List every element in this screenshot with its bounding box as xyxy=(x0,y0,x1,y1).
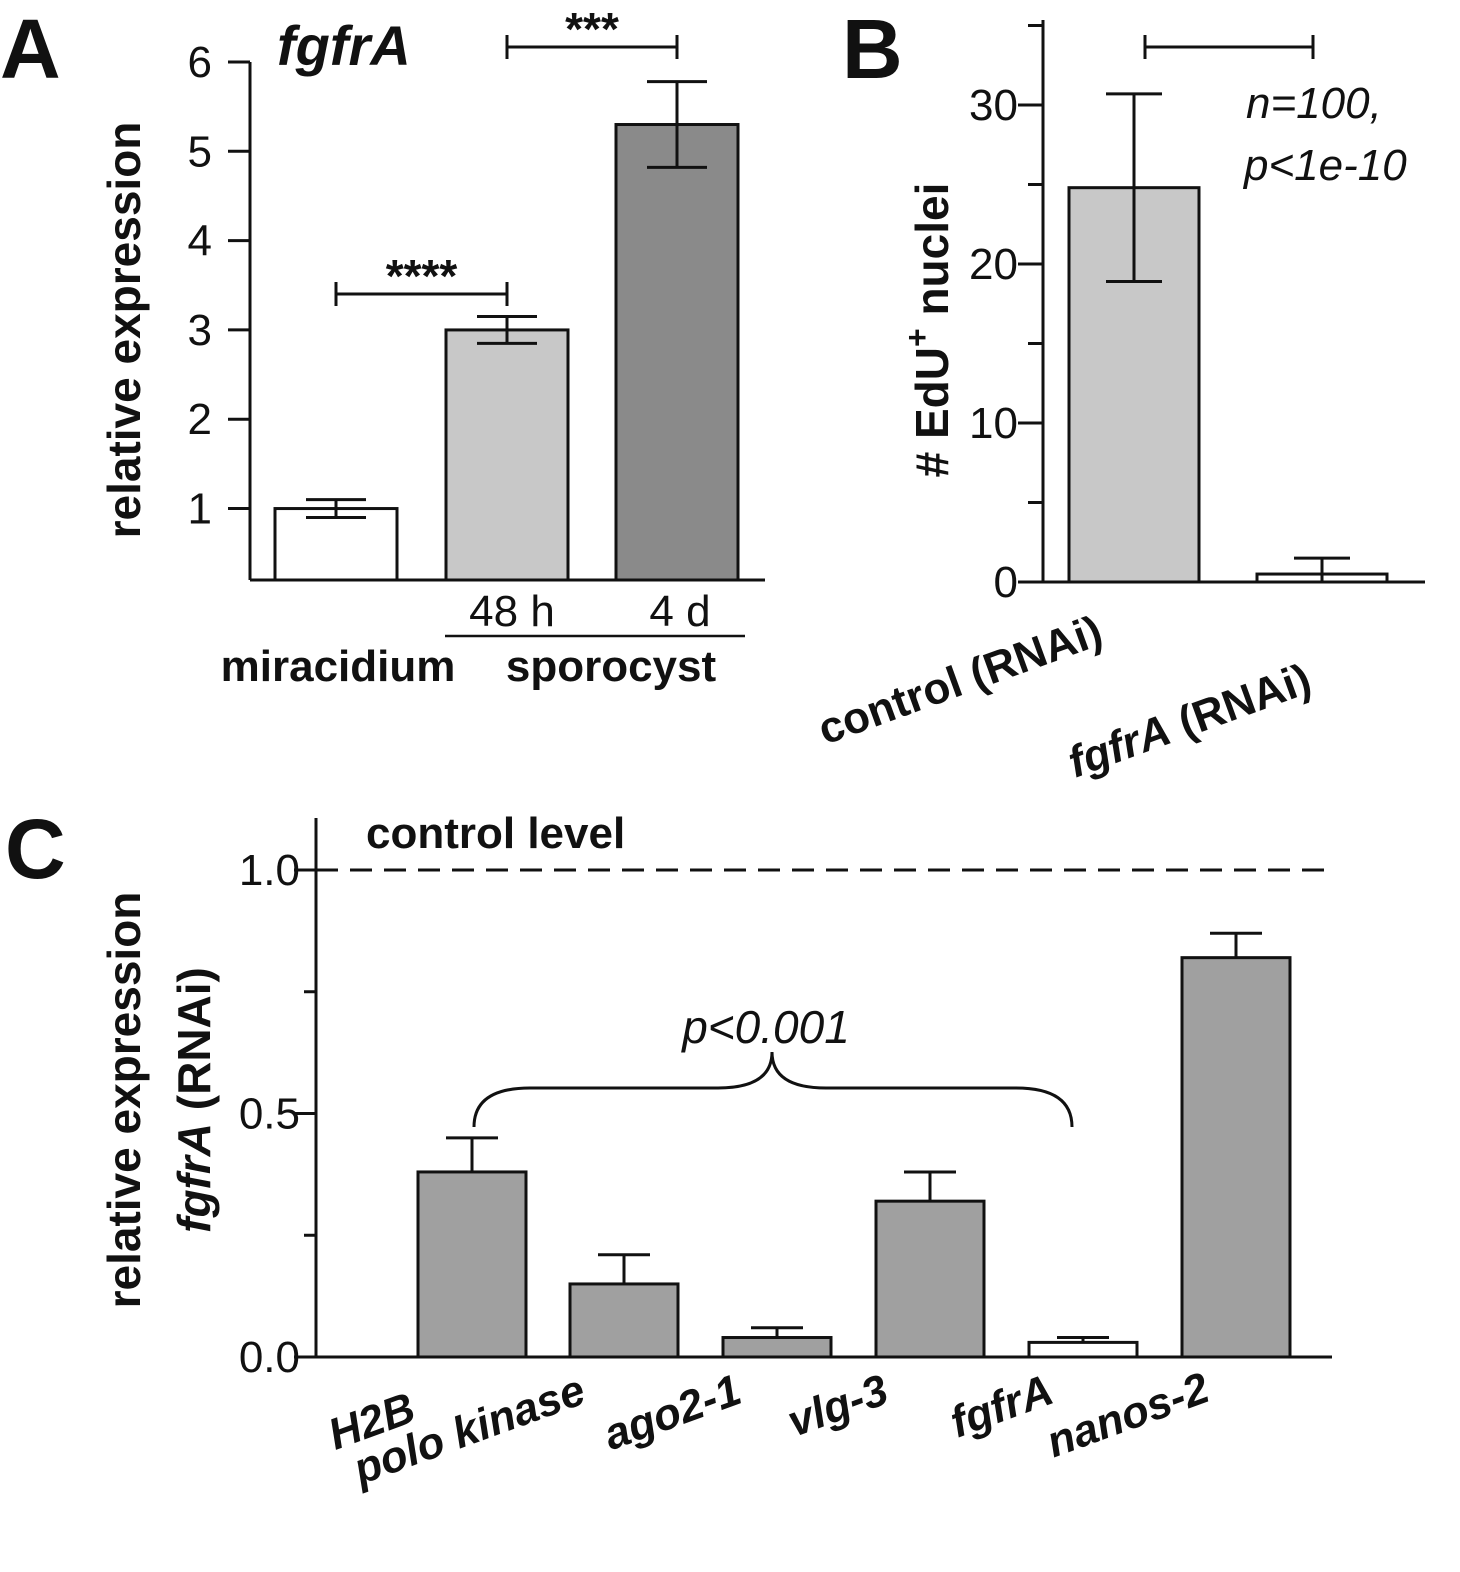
panel-c-x-label: vlg-3 xyxy=(781,1365,894,1446)
panel-a-y-tick-label: 6 xyxy=(188,38,212,87)
panel-b-y-tick-label: 30 xyxy=(969,81,1018,130)
panel-c-y-tick-label: 0.0 xyxy=(239,1333,300,1382)
panel-c-x-label: fgfrA xyxy=(944,1365,1060,1447)
panel-c-y-tick-label: 0.5 xyxy=(239,1090,300,1139)
panel-a-title: fgfrA xyxy=(277,14,411,77)
panel-a-x-label-4d: 4 d xyxy=(649,587,710,636)
panel-c-bar xyxy=(568,1282,680,1359)
panel-a-sig-label: **** xyxy=(386,250,458,302)
panel-c-bar xyxy=(874,1199,986,1359)
panel-b-y-tick-label: 20 xyxy=(969,240,1018,289)
panel-a-y-tick-label: 4 xyxy=(188,217,212,266)
panel-c: C relative expression fgfrA (RNAi) 0.0 0.… xyxy=(5,802,1332,1495)
panel-c-y-axis-label-line2: fgfrA (RNAi) xyxy=(168,967,220,1233)
panel-c-y-axis-label-line1: relative expression xyxy=(98,892,150,1309)
panel-a-y-tick-label: 5 xyxy=(188,127,212,176)
panel-a-y-tick-label: 2 xyxy=(188,395,212,444)
panel-a-y-tick-label: 3 xyxy=(188,306,212,355)
panel-a-letter: A xyxy=(0,2,61,96)
panel-b-x-label-fgfra: fgfrA (RNAi) xyxy=(1062,654,1318,787)
panel-a-x-label-miracidium: miracidium xyxy=(221,642,456,691)
panel-a-y-tick-label: 1 xyxy=(188,485,212,534)
panel-c-bar xyxy=(1027,1340,1139,1359)
panel-a-bar xyxy=(444,328,570,582)
panel-b-x-label-control: control (RNAi) xyxy=(812,606,1109,754)
panel-c-bar xyxy=(721,1336,833,1359)
panel-a-x-label-48h: 48 h xyxy=(469,587,555,636)
panel-c-letter: C xyxy=(5,802,66,896)
panel-c-significance-label: p<0.001 xyxy=(680,1001,850,1053)
panel-c-ylabel-rnai: (RNAi) xyxy=(168,967,220,1123)
panel-a-y-axis-label: relative expression xyxy=(98,122,150,539)
panel-c-y-tick-label: 1.0 xyxy=(239,846,300,895)
panel-a-bar xyxy=(614,123,740,582)
panel-b-x-label-fgfra-rnai: (RNAi) xyxy=(1160,654,1317,751)
panel-b-annotation-p: p<1e-10 xyxy=(1242,141,1407,190)
panel-b-letter: B xyxy=(842,2,903,96)
panel-c-x-label: nanos-2 xyxy=(1040,1363,1216,1467)
panel-a-bar xyxy=(273,507,399,582)
panel-b-x-label-fgfra-gene: fgfrA xyxy=(1062,705,1178,787)
panel-b-y-tick-label: 0 xyxy=(994,558,1018,607)
panel-a-sig-label: *** xyxy=(565,3,619,55)
panel-b-annotation-n: n=100, xyxy=(1246,79,1382,128)
panel-a-group-label: sporocyst xyxy=(506,642,717,691)
panel-c-bar xyxy=(416,1170,528,1359)
panel-b-ylabel-suffix: nuclei xyxy=(906,183,958,329)
panel-c-ylabel-gene: fgfrA xyxy=(168,1123,220,1233)
panel-b-ylabel-prefix: # EdU xyxy=(906,347,958,477)
panel-b-y-tick-label: 10 xyxy=(969,399,1018,448)
panel-b-y-axis-label: # EdU+ nuclei xyxy=(899,183,958,478)
panel-c-bar xyxy=(1180,956,1292,1359)
panel-c-control-level-label: control level xyxy=(366,809,625,858)
panel-c-x-label: ago2-1 xyxy=(597,1365,747,1460)
panel-b: B # EdU+ nuclei 0 10 20 30 n=100, p<1e-10 c… xyxy=(812,2,1425,787)
panel-b-ylabel-sup: + xyxy=(899,328,935,347)
panel-c-significance-brace xyxy=(472,1051,1074,1128)
